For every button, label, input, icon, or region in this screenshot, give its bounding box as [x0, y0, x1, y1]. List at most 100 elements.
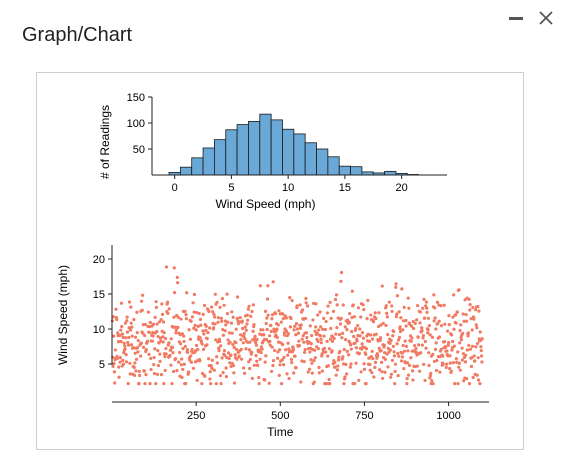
scatter-point	[401, 328, 405, 332]
scatter-point	[441, 362, 445, 366]
scatter-point	[480, 360, 484, 364]
scatter-point	[335, 303, 339, 307]
scatter-point	[457, 361, 461, 365]
scatter-point	[200, 382, 204, 386]
scatter-y-tick-label: 5	[99, 359, 105, 371]
scatter-point	[365, 317, 369, 321]
scatter-point	[329, 326, 333, 331]
scatter-point	[459, 323, 463, 327]
scatter-point	[403, 339, 407, 343]
scatter-point	[163, 336, 168, 341]
scatter-point	[361, 303, 365, 307]
scatter-point	[161, 320, 166, 324]
scatter-point	[467, 297, 471, 301]
scatter-point	[359, 370, 363, 374]
scatter-point	[386, 332, 390, 337]
scatter-point	[215, 355, 219, 359]
scatter-point	[174, 357, 178, 361]
scatter-point	[382, 343, 386, 347]
scatter-point	[316, 313, 320, 317]
scatter-point	[203, 374, 207, 378]
scatter-point	[216, 316, 220, 320]
scatter-point	[121, 362, 126, 366]
scatter-point	[312, 359, 316, 363]
scatter-point	[328, 382, 332, 386]
scatter-y-ticks: 5 10 15 20	[93, 254, 112, 371]
scatter-point	[424, 346, 428, 350]
scatter-point	[388, 348, 392, 352]
scatter-point	[393, 382, 397, 386]
window-title: Graph/Chart	[22, 24, 133, 46]
scatter-point	[439, 323, 444, 328]
scatter-point	[402, 349, 407, 353]
scatter-point	[420, 328, 424, 333]
scatter-point	[453, 382, 457, 386]
scatter-point	[135, 310, 139, 314]
scatter-point	[400, 287, 404, 291]
scatter-point	[147, 352, 151, 356]
scatter-point	[222, 303, 226, 307]
scatter-point	[430, 335, 435, 339]
scatter-point	[344, 362, 348, 367]
scatter-point	[238, 316, 242, 320]
scatter-point	[165, 300, 170, 304]
scatter-point	[159, 317, 163, 322]
scatter-point	[276, 356, 280, 360]
close-icon[interactable]	[536, 8, 556, 28]
scatter-point	[146, 310, 150, 314]
scatter-point	[316, 339, 320, 343]
scatter-point	[383, 351, 387, 355]
scatter-point	[446, 329, 450, 333]
scatter-point	[152, 363, 156, 367]
scatter-point	[354, 326, 358, 331]
scatter-point	[373, 360, 378, 364]
scatter-point	[194, 328, 198, 332]
histogram-bar	[225, 129, 238, 176]
scatter-point	[428, 374, 433, 378]
scatter-point	[218, 305, 222, 310]
scatter-point	[277, 373, 281, 377]
scatter-point	[254, 343, 258, 347]
scatter-point	[297, 339, 301, 343]
scatter-point	[398, 329, 403, 334]
scatter-point	[218, 374, 222, 378]
scatter-point	[296, 331, 301, 335]
scatter-point	[341, 303, 345, 307]
scatter-point	[182, 334, 186, 338]
scatter-point	[396, 338, 401, 342]
scatter-point	[469, 364, 474, 368]
scatter-point	[401, 343, 405, 348]
histogram-bar	[179, 166, 193, 176]
scatter-point	[226, 338, 230, 342]
scatter-point	[415, 318, 419, 322]
scatter-point	[460, 358, 465, 362]
scatter-point	[294, 333, 298, 337]
scatter-point	[285, 329, 289, 334]
scatter-point	[469, 317, 473, 321]
scatter-point	[366, 298, 370, 302]
scatter-point	[245, 313, 249, 317]
scatter-point	[303, 348, 307, 352]
scatter-point	[213, 322, 217, 326]
scatter-point	[472, 354, 476, 358]
scatter-point	[418, 321, 422, 325]
scatter-point	[397, 335, 402, 340]
scatter-point	[239, 347, 243, 351]
scatter-point	[367, 339, 372, 343]
scatter-point	[275, 335, 279, 340]
scatter-point	[378, 368, 382, 372]
scatter-point	[459, 338, 463, 342]
scatter-point	[331, 309, 336, 313]
scatter-point	[263, 309, 268, 313]
minimize-icon[interactable]	[506, 8, 526, 28]
scatter-point	[467, 343, 471, 348]
scatter-point	[426, 316, 431, 320]
scatter-point	[188, 358, 192, 362]
scatter-point	[446, 343, 450, 347]
scatter-point	[131, 346, 136, 350]
scatter-point	[401, 319, 406, 323]
scatter-point	[164, 352, 168, 356]
scatter-point	[319, 325, 323, 329]
scatter-x-tick-label: 750	[355, 410, 373, 422]
scatter-point	[474, 345, 478, 349]
